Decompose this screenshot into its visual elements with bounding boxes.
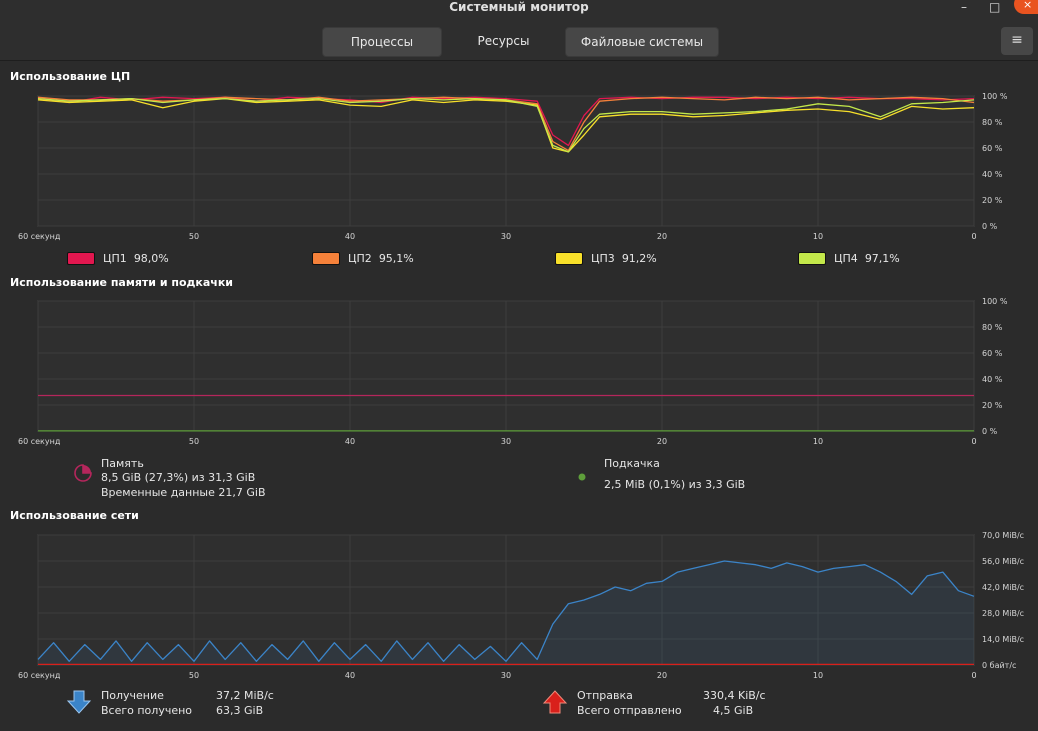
hamburger-icon: ≡ [1011, 32, 1023, 48]
cpu4-value: 97,1% [864, 252, 900, 265]
cpu1-color-swatch[interactable] [67, 252, 95, 265]
cpu1-legend-label: ЦП1 98,0% [103, 252, 169, 265]
cpu-y-tick-label: 40 % [982, 170, 1003, 179]
tab-processes[interactable]: Процессы [322, 27, 442, 57]
cpu3-value: 91,2% [621, 252, 657, 265]
memory-x-tick-label: 50 [189, 437, 199, 446]
memory-x-tick-label: 10 [813, 437, 823, 446]
tab-resources[interactable]: Ресурсы [477, 34, 530, 48]
memory-y-tick-label: 80 % [982, 323, 1003, 332]
memory-x-tick-label: 40 [345, 437, 355, 446]
memory-x-tick-label: 60 секунд [18, 437, 61, 446]
memory-label: Память [101, 457, 144, 470]
cpu-section-title: Использование ЦП [10, 70, 131, 83]
memory-cache: Временные данные 21,7 GiB [101, 486, 266, 499]
network-y-tick-label: 14,0 MiB/c [982, 635, 1024, 644]
cpu2-legend-label: ЦП2 95,1% [348, 252, 414, 265]
receive-total-value: 63,3 GiB [216, 704, 264, 717]
network-x-tick-label: 60 секунд [18, 671, 61, 680]
network-y-tick-label: 0 байт/c [982, 661, 1016, 670]
memory-x-tick-label: 20 [657, 437, 667, 446]
network-y-tick-label: 28,0 MiB/c [982, 609, 1024, 618]
memory-x-tick-label: 30 [501, 437, 511, 446]
cpu-x-tick-label: 20 [657, 232, 667, 241]
cpu-y-tick-label: 80 % [982, 118, 1003, 127]
swap-label: Подкачка [604, 457, 660, 470]
cpu-x-tick-label: 30 [501, 232, 511, 241]
receive-value: 37,2 MiB/c [216, 689, 274, 702]
network-x-tick-label: 40 [345, 671, 355, 680]
memory-y-tick-label: 60 % [982, 349, 1003, 358]
cpu4-legend-label: ЦП4 97,1% [834, 252, 900, 265]
network-x-tick-label: 20 [657, 671, 667, 680]
cpu-x-tick-label: 50 [189, 232, 199, 241]
cpu4-color-swatch[interactable] [798, 252, 826, 265]
cpu-y-tick-label: 100 % [982, 92, 1008, 101]
download-arrow-icon[interactable] [66, 689, 92, 715]
network-x-tick-label: 0 [971, 671, 976, 680]
cpu2-color-swatch[interactable] [312, 252, 340, 265]
network-y-tick-label: 42,0 MiB/c [982, 583, 1024, 592]
cpu1-value: 98,0% [133, 252, 169, 265]
maximize-icon[interactable]: □ [989, 0, 1001, 14]
close-button[interactable]: × [1014, 0, 1038, 14]
memory-y-tick-label: 100 % [982, 297, 1008, 306]
cpu3-color-swatch[interactable] [555, 252, 583, 265]
memory-y-tick-label: 40 % [982, 375, 1003, 384]
cpu3-legend-label: ЦП3 91,2% [591, 252, 657, 265]
network-x-tick-label: 50 [189, 671, 199, 680]
send-label: Отправка [577, 689, 633, 702]
window-title: Системный монитор [449, 0, 589, 14]
cpu-x-tick-label: 60 секунд [18, 232, 61, 241]
swap-pie-icon[interactable] [577, 472, 587, 482]
network-y-tick-label: 56,0 MiB/c [982, 557, 1024, 566]
cpu-series-line-3 [37, 97, 975, 153]
memory-section-title: Использование памяти и подкачки [10, 276, 234, 289]
network-y-tick-label: 70,0 MiB/c [982, 531, 1024, 540]
header-bar: Системный монитор – □ × Процессы Ресурсы… [0, 0, 1038, 61]
cpu-y-tick-label: 20 % [982, 196, 1003, 205]
upload-arrow-icon[interactable] [542, 689, 568, 715]
network-x-tick-label: 10 [813, 671, 823, 680]
cpu-x-tick-label: 0 [971, 232, 976, 241]
receive-total-label: Всего получено [101, 704, 193, 717]
memory-value: 8,5 GiB (27,3%) из 31,3 GiB [101, 471, 256, 484]
cpu-x-tick-label: 10 [813, 232, 823, 241]
memory-y-tick-label: 20 % [982, 401, 1003, 410]
network-x-tick-label: 30 [501, 671, 511, 680]
receive-label: Получение [101, 689, 164, 702]
memory-pie-icon[interactable] [72, 462, 94, 482]
memory-y-tick-label: 0 % [982, 427, 998, 436]
network-graph: 60 секунд 50 40 30 20 10 0 70,0 MiB/c 56,0 MiB/c… [18, 531, 1024, 680]
network-series-area-1 [38, 561, 974, 665]
cpu-y-tick-label: 0 % [982, 222, 998, 231]
send-total-value: 4,5 GiB [713, 704, 754, 717]
swap-value: 2,5 MiB (0,1%) из 3,3 GiB [604, 478, 746, 491]
minimize-icon[interactable]: – [961, 0, 967, 14]
network-series-line-1 [37, 560, 975, 662]
cpu-x-tick-label: 40 [345, 232, 355, 241]
memory-x-tick-label: 0 [971, 437, 976, 446]
cpu-graph: 60 секунд 50 40 30 20 10 0 100 % 80 % 60 % 40 % 20 … [18, 92, 1008, 241]
close-icon: × [1023, 0, 1033, 11]
tab-file-systems[interactable]: Файловые системы [565, 27, 719, 57]
send-total-label: Всего отправлено [577, 704, 682, 717]
menu-button[interactable]: ≡ [1001, 27, 1033, 55]
cpu2-value: 95,1% [378, 252, 414, 265]
memory-graph: 60 секунд 50 40 30 20 10 0 100 % 80 % 60 % 40 % 20 … [18, 297, 1008, 446]
network-section-title: Использование сети [10, 509, 139, 522]
cpu-series-line-4 [37, 97, 975, 153]
cpu-y-tick-label: 60 % [982, 144, 1003, 153]
send-value: 330,4 KiB/c [703, 689, 766, 702]
